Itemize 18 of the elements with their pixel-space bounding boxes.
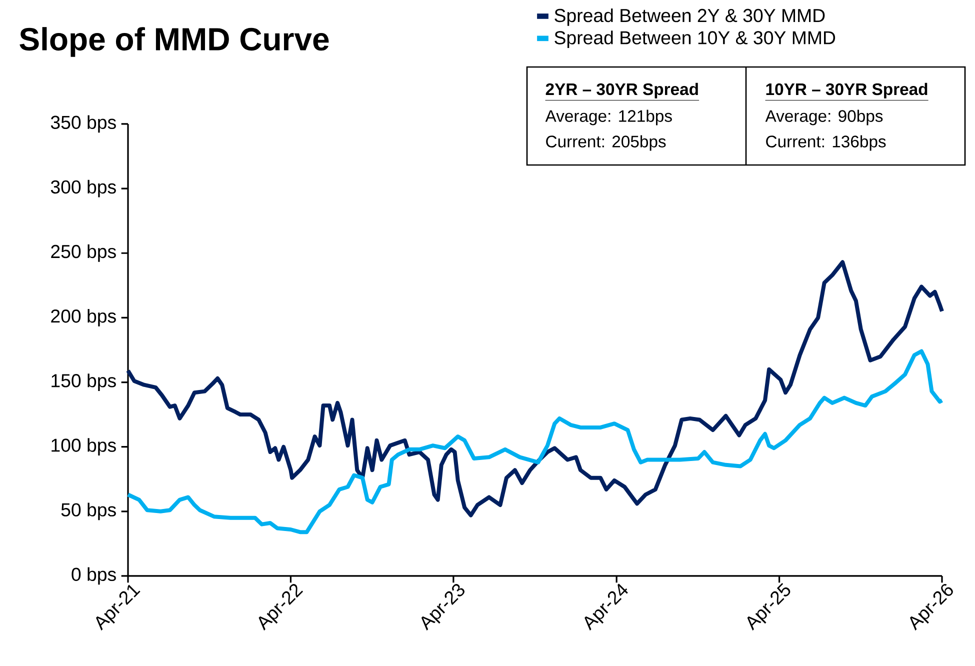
- y-tick-label: 350 bps: [50, 115, 116, 133]
- annotation: Current: 136bps: [766, 135, 886, 151]
- y-tick-label: 200 bps: [51, 309, 116, 326]
- chart-title: Slope of MMD Curve: [20, 27, 329, 57]
- y-tick-label: 50 bps: [61, 502, 116, 520]
- y-tick-label: 0 bps: [72, 567, 116, 585]
- y-tick-label: 100 bps: [52, 438, 116, 456]
- annotation: Current: 205bps: [546, 135, 666, 151]
- text: 10YR – 30YR Spread: [766, 82, 928, 98]
- y-tick-label: 250 bps: [51, 244, 116, 262]
- legend-label: Spread Between 10Y & 30Y MMD: [554, 30, 836, 48]
- line-series: [126, 260, 944, 518]
- y-tick-label: 150 bps: [52, 374, 116, 391]
- y-tick-label: 300 bps: [50, 180, 116, 198]
- annotation: Average: 90bps: [765, 110, 883, 126]
- annotation: Average: 121bps: [545, 110, 672, 126]
- legend-label: Spread Between 2Y & 30Y MMD: [554, 8, 825, 26]
- text: 2YR – 30YR Spread: [546, 82, 698, 98]
